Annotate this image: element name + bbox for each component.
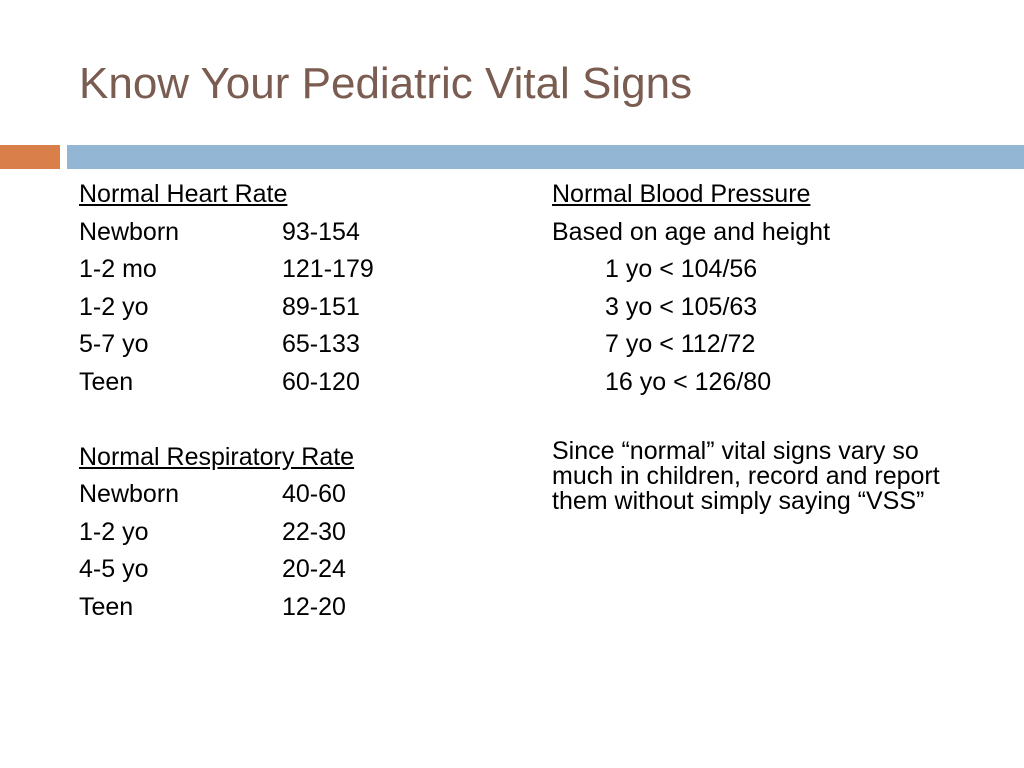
row-label: 1-2 yo xyxy=(79,517,149,546)
heart-rate-row: Newborn 93-154 xyxy=(79,214,519,252)
heart-rate-row: 1-2 yo 89-151 xyxy=(79,289,519,327)
row-label: 4-5 yo xyxy=(79,555,149,583)
row-value: 40-60 xyxy=(282,480,346,508)
blood-pressure-subheading: Based on age and height xyxy=(552,217,831,246)
heart-rate-row: 5-7 yo 65-133 xyxy=(79,326,519,364)
blood-pressure-item: 1 yo < 104/56 xyxy=(605,255,758,283)
row-value: 22-30 xyxy=(282,517,346,546)
row-value: 12-20 xyxy=(282,592,346,621)
row-label: Teen xyxy=(79,592,134,621)
row-label: 5-7 yo xyxy=(79,330,149,358)
row-value: 65-133 xyxy=(282,330,360,358)
blood-pressure-item: 7 yo < 112/72 xyxy=(605,330,756,358)
row-label: 1-2 yo xyxy=(79,292,149,321)
vital-signs-note: Since “normal” vital signs vary so much … xyxy=(552,437,940,515)
row-label: 1-2 mo xyxy=(79,255,157,283)
row-value: 121-179 xyxy=(282,255,374,283)
row-label: Newborn xyxy=(79,480,180,508)
blood-pressure-heading: Normal Blood Pressure xyxy=(552,180,811,208)
respiratory-rate-row: 4-5 yo 20-24 xyxy=(79,551,519,589)
respiratory-rate-row: Teen 12-20 xyxy=(79,589,519,627)
row-value: 93-154 xyxy=(282,217,360,246)
accent-bar-blue xyxy=(67,145,1024,169)
row-value: 60-120 xyxy=(282,367,360,396)
left-column: Normal Heart Rate Newborn 93-154 1-2 mo … xyxy=(79,176,519,626)
blood-pressure-item: 16 yo < 126/80 xyxy=(605,367,772,396)
row-label: Newborn xyxy=(79,217,180,246)
blood-pressure-item: 3 yo < 105/63 xyxy=(605,292,758,321)
heart-rate-heading: Normal Heart Rate xyxy=(79,180,288,208)
respiratory-rate-heading: Normal Respiratory Rate xyxy=(79,442,355,471)
row-value: 20-24 xyxy=(282,555,346,583)
respiratory-rate-row: Newborn 40-60 xyxy=(79,476,519,514)
row-label: Teen xyxy=(79,367,134,396)
row-value: 89-151 xyxy=(282,292,360,321)
spacer xyxy=(79,401,519,439)
respiratory-rate-row: 1-2 yo 22-30 xyxy=(79,514,519,552)
heart-rate-row: 1-2 mo 121-179 xyxy=(79,251,519,289)
heart-rate-row: Teen 60-120 xyxy=(79,364,519,402)
slide-title: Know Your Pediatric Vital Signs xyxy=(79,59,693,108)
right-column: Normal Blood Pressure Based on age and h… xyxy=(552,176,992,514)
accent-bar-orange xyxy=(0,145,60,169)
